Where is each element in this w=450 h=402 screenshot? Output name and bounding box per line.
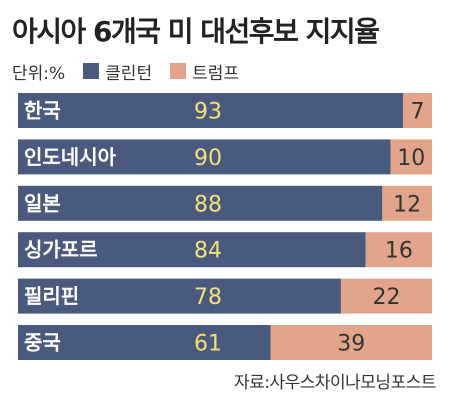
bar-clinton-philippines: [18, 278, 341, 314]
category-label-korea: 한국: [24, 99, 61, 123]
value-label-clinton-china: 61: [194, 332, 222, 357]
bar-trump-japan: [382, 185, 432, 221]
bar-clinton-singapore: [18, 232, 366, 268]
category-label-indonesia: 인도네시아: [24, 145, 117, 169]
bar-trump-singapore: [365, 232, 432, 268]
category-label-singapore: 싱가포르: [24, 238, 98, 262]
value-label-clinton-korea: 93: [194, 100, 222, 125]
legend: 단위:% 클린턴 트럼프: [12, 59, 257, 84]
legend-item-trump: 트럼프: [170, 59, 239, 84]
legend-swatch-clinton: [83, 63, 100, 79]
value-label-trump-indonesia: 10: [397, 146, 425, 171]
chart-title: 아시아 6개국 미 대선후보 지지율: [12, 15, 380, 48]
bar-clinton-japan: [18, 185, 383, 221]
source-note: 자료:사우스차이나모닝포스트: [233, 373, 437, 393]
legend-item-clinton: 클린턴: [83, 59, 152, 84]
value-label-clinton-indonesia: 90: [194, 146, 222, 171]
unit-label: 단위:%: [12, 63, 66, 84]
category-label-japan: 일본: [24, 191, 61, 215]
value-label-clinton-philippines: 78: [194, 285, 222, 310]
legend-label-clinton: 클린턴: [105, 63, 153, 84]
value-label-trump-japan: 12: [393, 192, 421, 217]
bar-clinton-indonesia: [18, 139, 391, 175]
bar-clinton-china: [18, 325, 271, 360]
legend-label-trump: 트럼프: [192, 63, 240, 84]
bar-trump-china: [270, 325, 432, 360]
value-label-trump-china: 39: [337, 332, 365, 357]
bar-trump-philippines: [340, 278, 432, 314]
category-label-china: 중국: [24, 331, 61, 355]
bar-trump-korea: [403, 93, 432, 128]
value-label-trump-philippines: 22: [372, 285, 400, 310]
value-label-trump-singapore: 16: [385, 239, 413, 264]
legend-swatch-trump: [170, 63, 187, 79]
bar-clinton-korea: [18, 93, 404, 128]
bar-trump-indonesia: [390, 139, 432, 175]
value-label-clinton-singapore: 84: [194, 239, 222, 264]
value-label-clinton-japan: 88: [194, 192, 222, 217]
category-label-philippines: 필리핀: [24, 284, 79, 308]
value-label-trump-korea: 7: [411, 100, 425, 125]
